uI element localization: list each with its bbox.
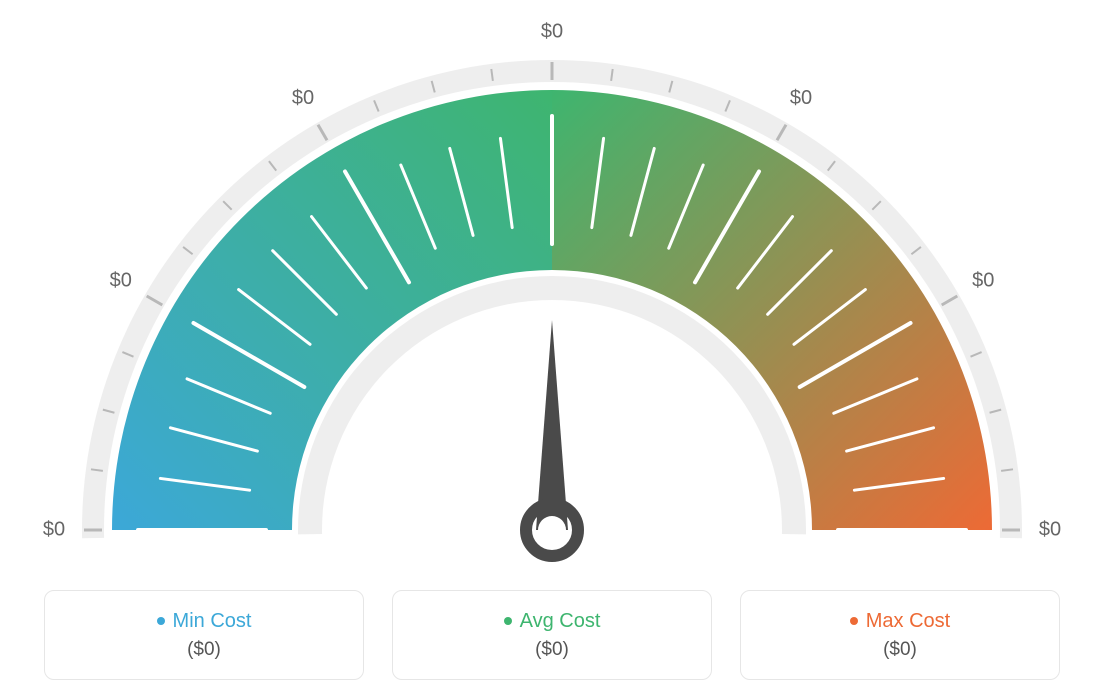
legend-card-max: Max Cost ($0) [740, 590, 1060, 680]
legend-dot-min [157, 617, 165, 625]
legend-label-min: Min Cost [173, 610, 252, 633]
gauge-tick-label: $0 [292, 87, 314, 109]
legend-title-min: Min Cost [157, 610, 252, 633]
gauge-tick-label: $0 [790, 87, 812, 109]
legend-label-avg: Avg Cost [520, 610, 601, 633]
legend-value-max: ($0) [883, 639, 917, 661]
legend-dot-max [850, 617, 858, 625]
legend-dot-avg [504, 617, 512, 625]
legend-card-avg: Avg Cost ($0) [392, 590, 712, 680]
gauge-tick-label: $0 [110, 269, 132, 291]
legend-title-max: Max Cost [850, 610, 950, 633]
legend-label-max: Max Cost [866, 610, 950, 633]
legend-row: Min Cost ($0) Avg Cost ($0) Max Cost ($0… [0, 590, 1104, 690]
gauge-svg: $0 $0 $0 $0 $0 $0 $0 [0, 10, 1104, 590]
gauge-chart: $0 $0 $0 $0 $0 $0 $0 [0, 0, 1104, 580]
legend-value-avg: ($0) [535, 639, 569, 661]
legend-value-min: ($0) [187, 639, 221, 661]
gauge-tick-label: $0 [1039, 518, 1061, 540]
gauge-tick-label: $0 [43, 518, 65, 540]
gauge-tick-label: $0 [972, 269, 994, 291]
legend-title-avg: Avg Cost [504, 610, 601, 633]
gauge-tick-label: $0 [541, 20, 563, 42]
legend-card-min: Min Cost ($0) [44, 590, 364, 680]
